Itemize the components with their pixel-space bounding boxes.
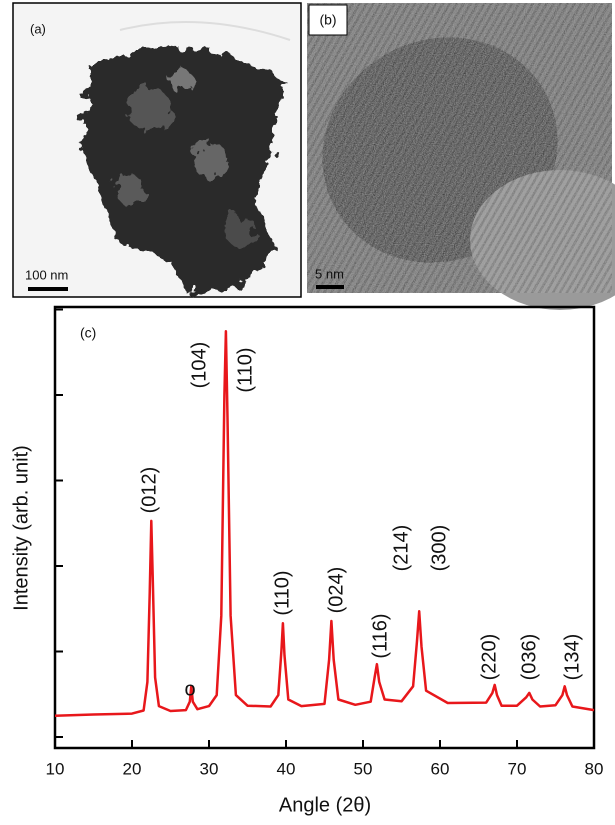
scale-bar-label: 5 nm <box>315 266 344 281</box>
peak-label: (110) <box>271 570 293 615</box>
scale-bar <box>316 285 344 289</box>
peak-label: (214) <box>390 525 412 572</box>
panel-label: (b) <box>319 12 336 28</box>
scale-bar <box>28 287 68 291</box>
panel-label: (c) <box>80 325 96 341</box>
x-tick-label: 80 <box>585 759 604 778</box>
plot-frame <box>53 305 596 750</box>
panel-label: (a) <box>30 21 46 36</box>
peak-label: (024) <box>325 567 347 614</box>
y-axis-label: Intensity (arb. unit) <box>10 445 32 611</box>
x-tick-label: 40 <box>277 759 296 778</box>
x-tick-label: 50 <box>354 759 373 778</box>
x-tick-label: 10 <box>46 759 65 778</box>
xrd-chart: (c) Angle (2θ) Intensity (arb. unit) 10 2… <box>10 305 604 816</box>
peak-label: (116) <box>369 613 391 658</box>
x-tick-label: 60 <box>431 759 450 778</box>
peak-label: (036) <box>518 634 540 681</box>
panel-b: (b) 5 nm <box>307 3 615 310</box>
panel-a: (a) 100 nm <box>12 2 302 298</box>
x-tick-label: 70 <box>508 759 527 778</box>
peak-label: o <box>184 678 195 700</box>
peak-label: (300) <box>428 525 450 572</box>
peak-label: (110) <box>234 347 256 392</box>
peak-label: (220) <box>478 634 500 681</box>
xrd-pattern <box>54 330 595 718</box>
x-tick-label: 30 <box>200 759 219 778</box>
x-tick-label: 20 <box>123 759 142 778</box>
scale-bar-label: 100 nm <box>25 267 68 282</box>
particle-cluster <box>80 45 285 292</box>
peak-label: (134) <box>561 634 583 681</box>
peak-label: (012) <box>138 467 160 514</box>
peak-label: (104) <box>188 342 210 389</box>
x-axis-label: Angle (2θ) <box>279 794 371 816</box>
